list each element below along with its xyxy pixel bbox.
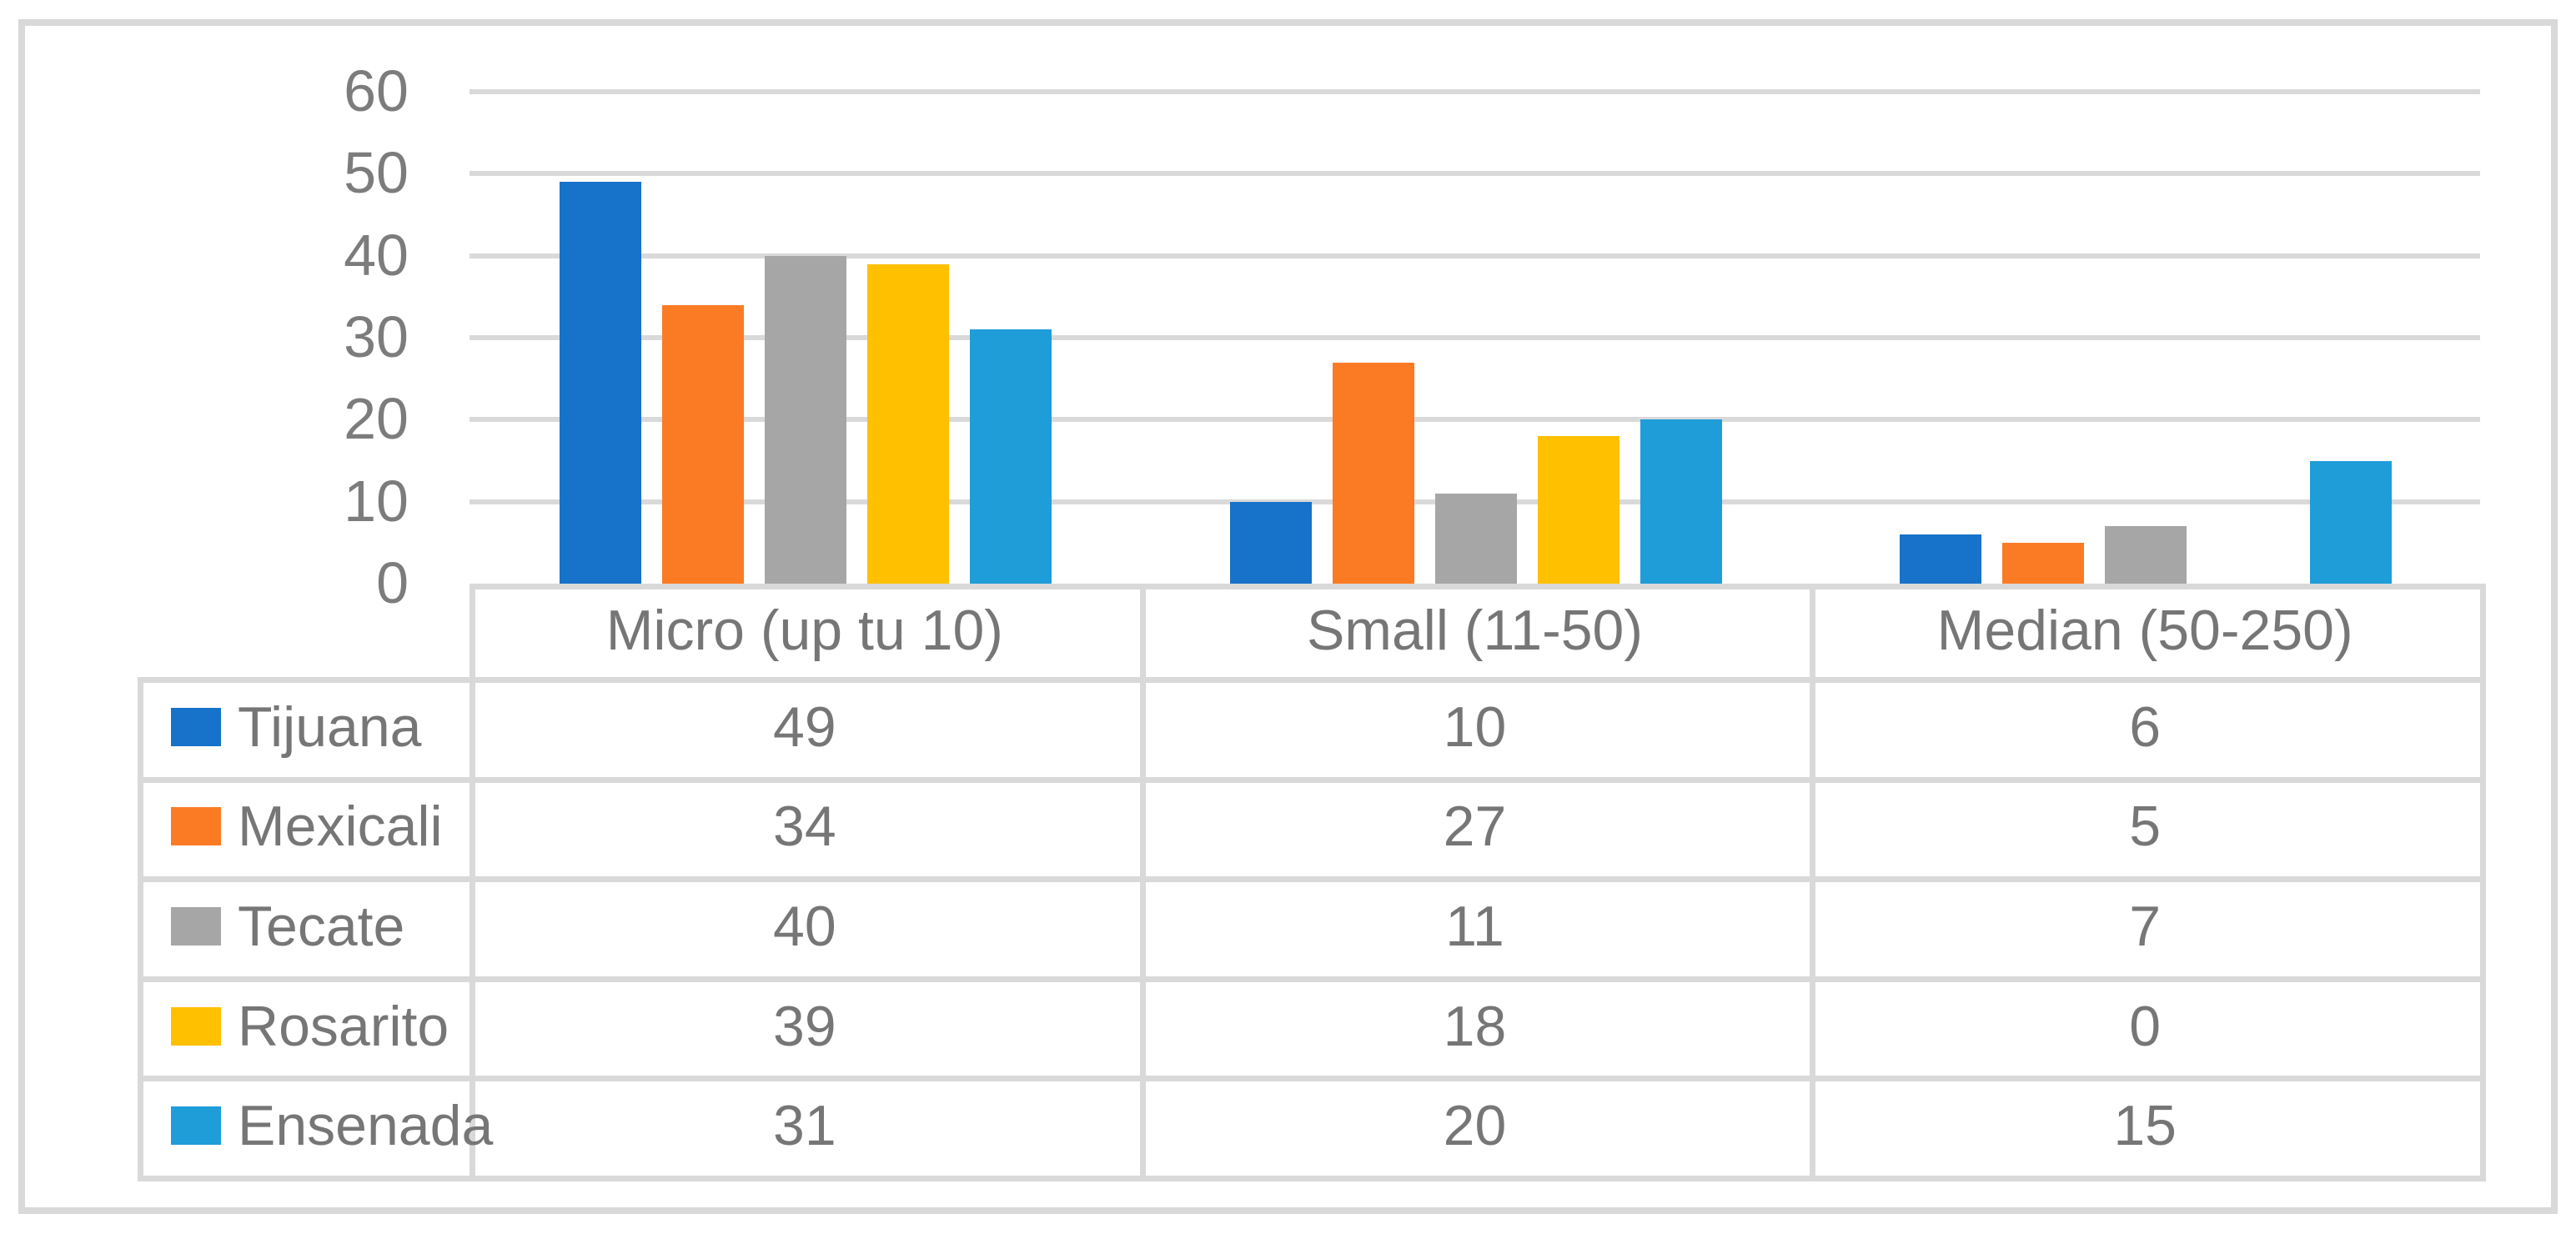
bar-rosarito-category2	[1537, 436, 1619, 584]
table-cell-mexicali-category2: 27	[1443, 795, 1507, 859]
table-cell-tecate-category3: 7	[2129, 895, 2162, 958]
row-divider	[138, 1076, 2486, 1082]
bar-tijuana-category2	[1229, 501, 1312, 584]
legend-key-tijuana-icon	[171, 707, 221, 746]
table-column-border-3	[2480, 584, 2486, 1181]
legend-key-mexicali-icon	[171, 807, 221, 846]
table-cell-rosarito-category3: 0	[2129, 994, 2162, 1058]
legend-label-tijuana: Tijuana	[238, 695, 422, 759]
row-divider	[138, 976, 2486, 982]
bar-tijuana-category1	[560, 182, 641, 584]
bar-mexicali-category1	[662, 304, 744, 584]
table-column-border-1	[1139, 584, 1146, 1181]
table-cell-tecate-category2: 11	[1445, 895, 1504, 958]
y-axis-tick-label: 0	[376, 550, 409, 615]
legend-column-left-border	[138, 677, 143, 1181]
row-divider	[138, 776, 2486, 783]
table-top-border	[470, 584, 2486, 589]
y-axis-tick-label: 10	[344, 468, 409, 534]
y-axis-tick-label: 40	[344, 222, 409, 288]
figure-outer-border	[18, 19, 2558, 1214]
bar-rosarito-category1	[867, 263, 949, 584]
bar-tecate-category1	[765, 255, 846, 584]
table-cell-tijuana-category2: 10	[1443, 695, 1507, 759]
category-header: Micro (up tu 10)	[605, 599, 1003, 662]
bar-tecate-category2	[1434, 493, 1517, 584]
table-cell-rosarito-category1: 39	[773, 994, 836, 1058]
category-header: Median (50-250)	[1936, 599, 2353, 662]
legend-key-tecate-icon	[171, 907, 221, 946]
legend-key-rosarito-icon	[171, 1006, 221, 1046]
bar-tecate-category3	[2105, 526, 2187, 584]
gridline-30	[470, 335, 2480, 340]
gridline-60	[470, 89, 2480, 94]
table-cell-ensenada-category2: 20	[1443, 1094, 1507, 1158]
y-axis-tick-label: 20	[344, 386, 409, 452]
table-cell-mexicali-category3: 5	[2129, 795, 2162, 859]
gridline-20	[470, 417, 2480, 423]
legend-label-mexicali: Mexicali	[238, 795, 443, 859]
legend-label-rosarito: Rosarito	[238, 994, 449, 1058]
legend-label-ensenada: Ensenada	[238, 1094, 494, 1158]
header-bottom-border	[138, 677, 2486, 683]
category-header: Small (11-50)	[1306, 599, 1644, 662]
bar-tijuana-category3	[1900, 534, 1982, 584]
table-cell-ensenada-category3: 15	[2113, 1094, 2177, 1158]
bar-mexicali-category2	[1332, 362, 1414, 584]
table-column-border-0	[470, 584, 475, 1181]
table-cell-tijuana-category1: 49	[773, 695, 836, 759]
legend-label-tecate: Tecate	[238, 895, 405, 958]
table-cell-mexicali-category1: 34	[773, 795, 836, 859]
y-axis-tick-label: 60	[344, 58, 409, 123]
table-cell-tijuana-category3: 6	[2129, 695, 2162, 759]
gridline-50	[470, 171, 2480, 177]
legend-key-ensenada-icon	[171, 1106, 221, 1146]
bar-ensenada-category1	[970, 329, 1052, 584]
table-cell-tecate-category1: 40	[773, 895, 836, 958]
bar-mexicali-category3	[2002, 542, 2085, 584]
table-bottom-border	[138, 1176, 2486, 1181]
table-cell-ensenada-category1: 31	[773, 1094, 836, 1158]
y-axis-tick-label: 30	[344, 304, 409, 369]
bar-ensenada-category2	[1640, 419, 1722, 584]
table-column-border-2	[1810, 584, 1816, 1181]
y-axis-tick-label: 50	[344, 140, 409, 206]
table-cell-rosarito-category2: 18	[1443, 994, 1507, 1058]
gridline-40	[470, 253, 2480, 258]
bar-ensenada-category3	[2310, 460, 2393, 584]
row-divider	[138, 876, 2486, 883]
